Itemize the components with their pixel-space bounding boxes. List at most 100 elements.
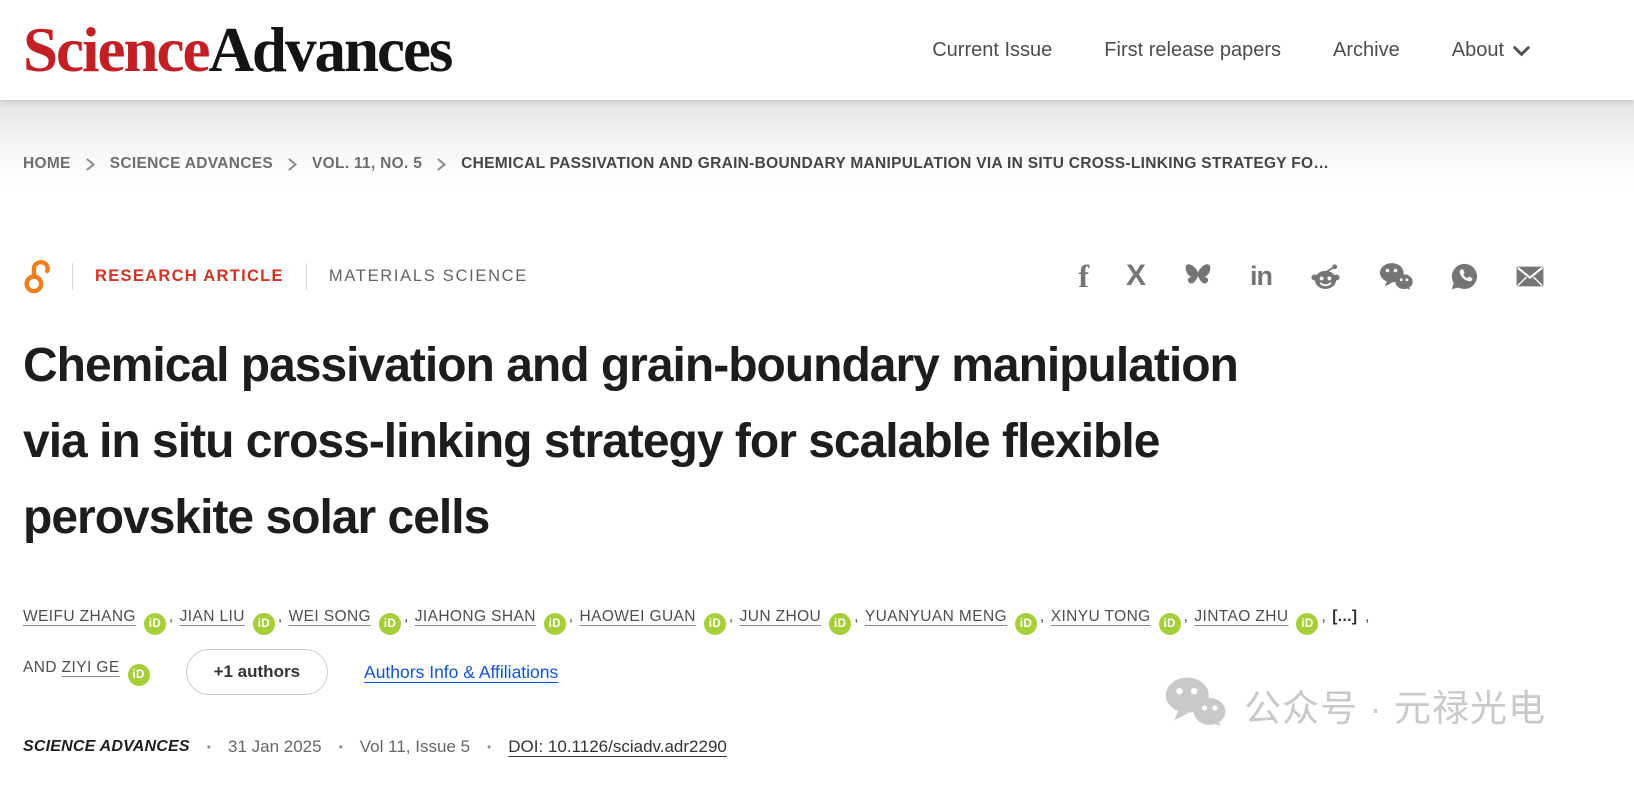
breadcrumb-current-article: CHEMICAL PASSIVATION AND GRAIN-BOUNDARY … — [461, 155, 1330, 172]
article-badge-row: RESEARCH ARTICLE MATERIALS SCIENCE f X i… — [23, 258, 1544, 294]
author-separator: , — [728, 608, 734, 625]
facebook-glyph: f — [1078, 258, 1089, 294]
wechat-watermark-icon — [1164, 676, 1226, 733]
author-link[interactable]: JUN ZHOU — [739, 608, 822, 625]
share-toolbar: f X in — [1078, 260, 1544, 292]
article-title-line-2: via in situ cross-linking strategy for s… — [23, 415, 1160, 468]
author-entry: WEI SONG iD — [288, 608, 401, 635]
authors-info-link[interactable]: Authors Info & Affiliations — [364, 661, 559, 682]
article-type-group: RESEARCH ARTICLE MATERIALS SCIENCE — [23, 258, 528, 294]
bullet-separator: • — [487, 740, 492, 754]
author-link[interactable]: XINYU TONG — [1050, 608, 1151, 625]
wechat-icon[interactable] — [1379, 262, 1413, 291]
author-link[interactable]: WEI SONG — [288, 608, 371, 625]
nav-about[interactable]: About — [1452, 39, 1530, 62]
chevron-right-icon — [86, 157, 95, 171]
more-authors-button[interactable]: +1 authors — [185, 649, 329, 695]
chevron-right-icon — [288, 157, 297, 171]
bullet-separator: • — [206, 740, 211, 754]
volume-issue: Vol 11, Issue 5 — [359, 737, 471, 756]
author-link[interactable]: JINTAO ZHU — [1194, 608, 1289, 625]
orcid-icon[interactable]: iD — [252, 613, 275, 635]
author-link[interactable]: JIAN LIU — [179, 608, 245, 625]
orcid-icon[interactable]: iD — [1015, 613, 1038, 635]
publish-date: 31 Jan 2025 — [227, 737, 322, 756]
logo-science: Science — [23, 14, 210, 85]
author-entry: XINYU TONG iD — [1050, 608, 1181, 635]
facebook-icon[interactable]: f — [1078, 260, 1089, 292]
orcid-icon[interactable]: iD — [1158, 613, 1181, 635]
watermark: 公众号 · 元禄光电 — [1164, 676, 1546, 733]
author-entry: HAOWEI GUAN iD — [579, 608, 726, 635]
breadcrumb-issue[interactable]: VOL. 11, NO. 5 — [311, 155, 423, 172]
author-separator: , — [568, 608, 574, 625]
author-separator: , — [854, 608, 859, 625]
chevron-right-icon — [437, 157, 447, 171]
and-label: AND — [23, 658, 57, 676]
nav-archive-label: Archive — [1333, 38, 1400, 61]
article-meta-row: SCIENCE ADVANCES • 31 Jan 2025 • Vol 11,… — [23, 737, 1544, 757]
orcid-icon[interactable]: iD — [543, 613, 566, 635]
article-header-section: RESEARCH ARTICLE MATERIALS SCIENCE f X i… — [0, 188, 1634, 757]
author-link[interactable]: JIAHONG SHAN — [414, 608, 536, 625]
author-entry: JIAN LIU iD — [179, 608, 275, 635]
linkedin-glyph: in — [1250, 260, 1273, 291]
nav-first-release-label: First release papers — [1104, 38, 1282, 61]
logo-advances: Advances — [208, 14, 453, 85]
author-separator: , — [1040, 608, 1045, 625]
chevron-down-icon — [1513, 43, 1530, 57]
last-author-entry: AND ZIYI GE iD — [23, 659, 150, 686]
journal-logo[interactable]: ScienceAdvances — [23, 18, 453, 82]
orcid-icon[interactable]: iD — [379, 613, 401, 635]
nav-current-issue-label: Current Issue — [932, 38, 1053, 61]
nav-archive[interactable]: Archive — [1333, 39, 1400, 62]
breadcrumb-band: HOME SCIENCE ADVANCES VOL. 11, NO. 5 CHE… — [0, 100, 1634, 188]
author-entry: YUANYUAN MENG iD — [864, 608, 1038, 635]
author-separator: , — [168, 608, 174, 625]
open-access-icon — [23, 258, 50, 294]
breadcrumb: HOME SCIENCE ADVANCES VOL. 11, NO. 5 CHE… — [23, 155, 1329, 173]
orcid-icon[interactable]: iD — [703, 613, 726, 635]
breadcrumb-journal[interactable]: SCIENCE ADVANCES — [109, 155, 273, 172]
primary-nav: Current Issue First release papers Archi… — [932, 39, 1530, 62]
author-separator: , — [1321, 608, 1327, 625]
bluesky-icon[interactable] — [1183, 263, 1213, 290]
breadcrumb-home[interactable]: HOME — [23, 155, 71, 172]
nav-current-issue[interactable]: Current Issue — [932, 39, 1052, 62]
divider — [305, 262, 307, 290]
site-header: ScienceAdvances Current Issue First rele… — [0, 0, 1634, 100]
author-link[interactable]: WEIFU ZHANG — [23, 608, 136, 625]
author-separator: , — [1183, 608, 1189, 625]
author-separator: , — [1360, 608, 1370, 625]
whatsapp-icon[interactable] — [1450, 262, 1479, 291]
author-entry: WEIFU ZHANG iD — [23, 608, 166, 635]
doi-link[interactable]: DOI: 10.1126/sciadv.adr2290 — [508, 737, 727, 756]
authors-line2: AND ZIYI GE iD +1 authors Authors Info & … — [23, 649, 1544, 695]
orcid-icon[interactable]: iD — [829, 613, 852, 635]
divider — [72, 262, 73, 290]
orcid-icon[interactable]: iD — [1296, 613, 1319, 635]
x-twitter-icon[interactable]: X — [1126, 261, 1146, 291]
author-separator: , — [404, 608, 409, 625]
watermark-label: 公众号 · 元禄光电 — [1244, 687, 1546, 729]
author-entry: JUN ZHOU iD — [739, 608, 852, 635]
author-link[interactable]: HAOWEI GUAN — [579, 608, 696, 625]
article-title-line-1: Chemical passivation and grain-boundary … — [23, 339, 1239, 392]
linkedin-icon[interactable]: in — [1250, 260, 1273, 291]
email-icon[interactable] — [1516, 266, 1544, 287]
orcid-icon[interactable]: iD — [127, 663, 150, 686]
article-type-label[interactable]: RESEARCH ARTICLE — [95, 266, 284, 285]
bullet-separator: • — [338, 740, 343, 754]
author-link[interactable]: ZIYI GE — [61, 658, 120, 676]
authors-line1: WEIFU ZHANG iD, JIAN LIU iD, WEI SONG iD, JIAH… — [23, 604, 1544, 635]
nav-first-release-papers[interactable]: First release papers — [1104, 39, 1281, 62]
orcid-icon[interactable]: iD — [143, 613, 166, 635]
nav-about-label: About — [1451, 38, 1504, 61]
author-link[interactable]: YUANYUAN MENG — [864, 608, 1008, 625]
article-subject-label: MATERIALS SCIENCE — [328, 266, 529, 285]
author-separator: , — [277, 608, 283, 625]
reddit-icon[interactable] — [1309, 262, 1342, 290]
x-glyph: X — [1125, 259, 1146, 292]
journal-name: SCIENCE ADVANCES — [23, 738, 190, 755]
